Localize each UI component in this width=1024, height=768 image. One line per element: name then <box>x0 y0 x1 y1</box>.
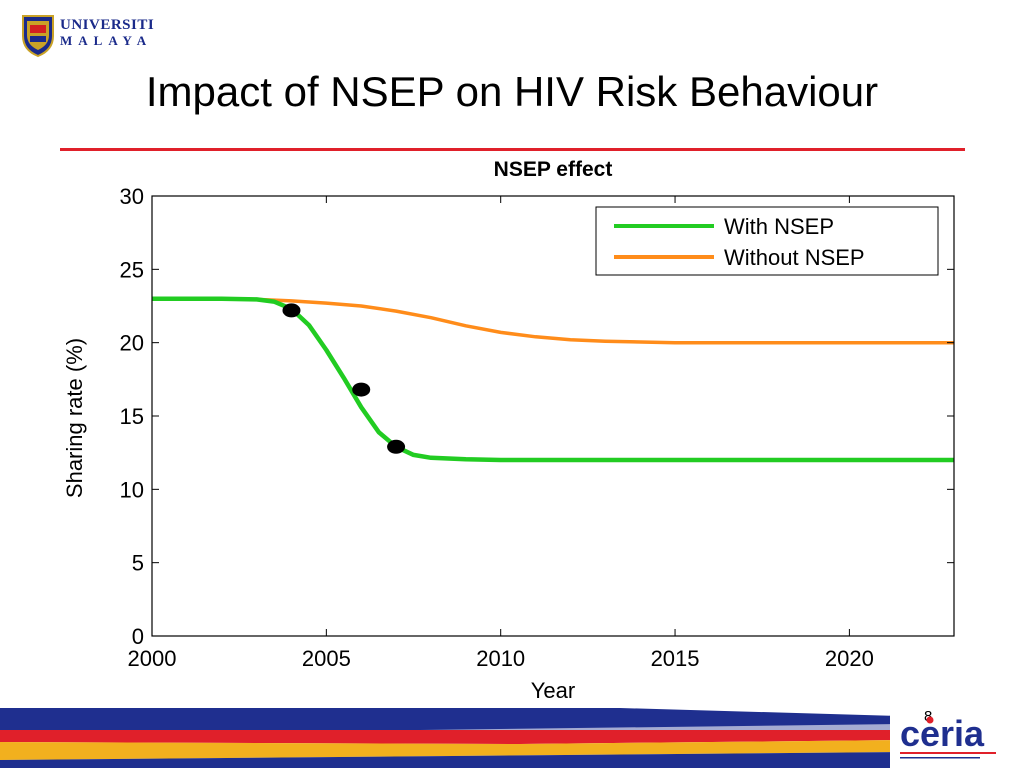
x-tick-label: 2010 <box>476 646 525 671</box>
x-axis-label: Year <box>531 678 575 703</box>
y-tick-label: 25 <box>120 257 144 282</box>
universiti-malaya-logo: UNIVERSITI MALAYA <box>20 12 170 62</box>
y-tick-label: 30 <box>120 184 144 209</box>
title-divider <box>60 148 965 151</box>
footer-band <box>0 700 1024 768</box>
x-tick-label: 2005 <box>302 646 351 671</box>
logo-line-1: UNIVERSITI <box>60 17 155 33</box>
legend-box <box>595 206 939 276</box>
ceria-logo: ceria <box>900 713 996 759</box>
y-axis-label: Sharing rate (%) <box>62 338 87 498</box>
y-tick-label: 5 <box>132 551 144 576</box>
x-tick-label: 2020 <box>825 646 874 671</box>
data-marker-1 <box>282 303 301 318</box>
series-line-without-nsep <box>152 296 954 345</box>
x-tick-label: 2015 <box>651 646 700 671</box>
slide-title: Impact of NSEP on HIV Risk Behaviour <box>145 68 879 115</box>
legend-label-without-nsep: Without NSEP <box>724 245 865 270</box>
data-marker-3 <box>387 439 406 454</box>
y-tick-label: 0 <box>132 624 144 649</box>
university-crest-icon <box>22 15 54 58</box>
y-tick-label: 20 <box>120 331 144 356</box>
page-number: 8 <box>924 708 933 725</box>
y-tick-label: 15 <box>120 404 144 429</box>
y-tick-label: 10 <box>120 477 144 502</box>
legend-label-with-nsep: With NSEP <box>724 214 834 239</box>
series-line-with-nsep <box>152 296 954 463</box>
data-marker-2 <box>352 382 371 397</box>
x-tick-label: 2000 <box>128 646 177 671</box>
ceria-wordmark: ceria <box>900 713 985 754</box>
logo-line-2: MALAYA <box>60 33 153 48</box>
chart-title: NSEP effect <box>494 158 613 181</box>
